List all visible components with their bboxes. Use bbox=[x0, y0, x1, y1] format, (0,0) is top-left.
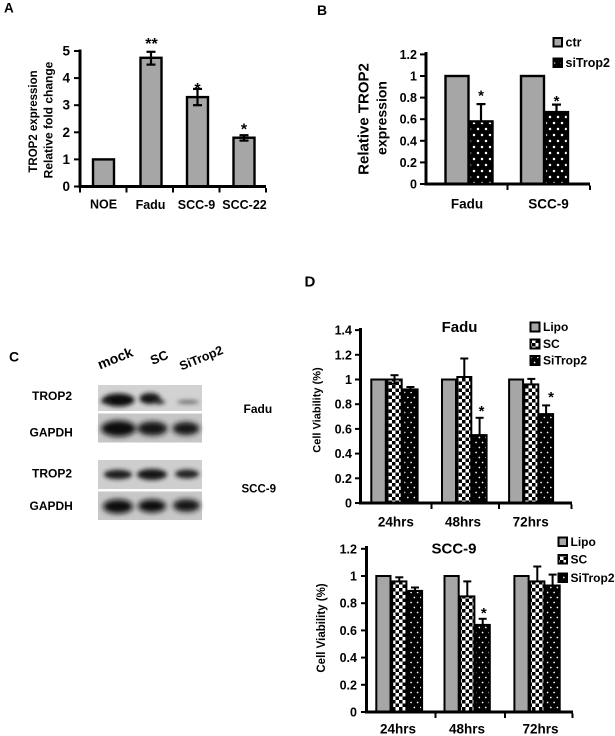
svg-text:1: 1 bbox=[62, 152, 70, 167]
svg-text:Relative TROP2: Relative TROP2 bbox=[356, 63, 373, 175]
svg-text:1: 1 bbox=[345, 373, 352, 387]
svg-text:0.2: 0.2 bbox=[335, 472, 352, 486]
svg-text:0.4: 0.4 bbox=[335, 447, 352, 461]
svg-text:*: * bbox=[479, 403, 485, 420]
svg-text:*: * bbox=[481, 605, 487, 622]
svg-text:1.2: 1.2 bbox=[335, 348, 352, 362]
svg-text:B: B bbox=[317, 2, 327, 18]
svg-text:TROP2 expression: TROP2 expression bbox=[28, 70, 40, 172]
svg-text:C: C bbox=[9, 349, 19, 365]
svg-text:0: 0 bbox=[350, 706, 357, 720]
svg-text:1: 1 bbox=[410, 70, 417, 84]
svg-text:0: 0 bbox=[62, 179, 70, 194]
svg-text:Cell Viability (%): Cell Viability (%) bbox=[316, 583, 328, 672]
svg-text:72hrs: 72hrs bbox=[522, 722, 558, 736]
svg-text:expression: expression bbox=[374, 81, 390, 155]
svg-text:1.4: 1.4 bbox=[335, 324, 352, 338]
svg-text:Fadu: Fadu bbox=[442, 319, 478, 336]
svg-text:0.6: 0.6 bbox=[400, 113, 417, 127]
svg-text:48hrs: 48hrs bbox=[449, 722, 485, 736]
svg-text:SiTrop2: SiTrop2 bbox=[571, 571, 615, 585]
svg-text:SCC-9: SCC-9 bbox=[242, 484, 277, 496]
svg-text:SC: SC bbox=[543, 337, 560, 351]
svg-text:Fadu: Fadu bbox=[244, 402, 273, 416]
svg-text:Relative fold change: Relative fold change bbox=[42, 61, 56, 178]
svg-text:0.2: 0.2 bbox=[340, 678, 357, 692]
svg-text:siTrop2: siTrop2 bbox=[566, 56, 611, 70]
svg-text:72hrs: 72hrs bbox=[513, 515, 549, 530]
svg-text:*: * bbox=[241, 122, 248, 139]
svg-text:0.6: 0.6 bbox=[340, 624, 357, 638]
svg-text:*: * bbox=[194, 81, 201, 98]
svg-text:Fadu: Fadu bbox=[136, 198, 166, 212]
svg-text:0.4: 0.4 bbox=[340, 651, 357, 665]
svg-text:24hrs: 24hrs bbox=[378, 515, 414, 530]
svg-text:1: 1 bbox=[350, 570, 357, 584]
svg-text:Fadu: Fadu bbox=[451, 197, 483, 212]
svg-text:SC: SC bbox=[148, 347, 171, 368]
svg-text:1.2: 1.2 bbox=[400, 48, 417, 62]
svg-text:NOE: NOE bbox=[90, 198, 117, 212]
svg-text:Lipo: Lipo bbox=[571, 535, 596, 549]
svg-text:*: * bbox=[554, 93, 560, 110]
svg-text:SC: SC bbox=[571, 553, 588, 567]
svg-text:ctr: ctr bbox=[566, 36, 582, 50]
svg-text:SCC-9: SCC-9 bbox=[178, 198, 216, 212]
svg-text:24hrs: 24hrs bbox=[380, 722, 416, 736]
svg-text:GAPDH: GAPDH bbox=[30, 426, 73, 440]
svg-text:1.2: 1.2 bbox=[340, 542, 357, 556]
svg-text:SCC-22: SCC-22 bbox=[222, 198, 267, 212]
svg-text:0.2: 0.2 bbox=[400, 156, 417, 170]
svg-text:TROP2: TROP2 bbox=[32, 389, 72, 403]
svg-text:0.6: 0.6 bbox=[335, 422, 352, 436]
svg-text:GAPDH: GAPDH bbox=[30, 499, 73, 513]
svg-text:4: 4 bbox=[62, 71, 70, 86]
svg-text:A: A bbox=[4, 1, 14, 16]
svg-text:SCC-9: SCC-9 bbox=[528, 197, 569, 212]
svg-text:*: * bbox=[548, 389, 554, 406]
svg-text:D: D bbox=[305, 274, 316, 291]
svg-text:0: 0 bbox=[345, 497, 352, 511]
svg-text:0.8: 0.8 bbox=[335, 398, 352, 412]
svg-text:0: 0 bbox=[410, 178, 417, 192]
svg-text:0.8: 0.8 bbox=[340, 597, 357, 611]
svg-text:48hrs: 48hrs bbox=[445, 515, 481, 530]
svg-text:0.4: 0.4 bbox=[400, 134, 417, 148]
svg-text:SCC-9: SCC-9 bbox=[431, 541, 476, 558]
svg-text:Lipo: Lipo bbox=[543, 320, 568, 334]
svg-text:Cell Viability (%): Cell Viability (%) bbox=[312, 367, 324, 453]
svg-text:*: * bbox=[478, 88, 484, 105]
svg-text:0.8: 0.8 bbox=[400, 91, 417, 105]
svg-text:5: 5 bbox=[62, 44, 70, 59]
svg-text:TROP2: TROP2 bbox=[32, 467, 72, 481]
svg-text:SiTrop2: SiTrop2 bbox=[543, 354, 587, 368]
svg-text:2: 2 bbox=[62, 125, 70, 140]
svg-text:3: 3 bbox=[62, 98, 70, 113]
svg-text:**: ** bbox=[145, 36, 158, 53]
